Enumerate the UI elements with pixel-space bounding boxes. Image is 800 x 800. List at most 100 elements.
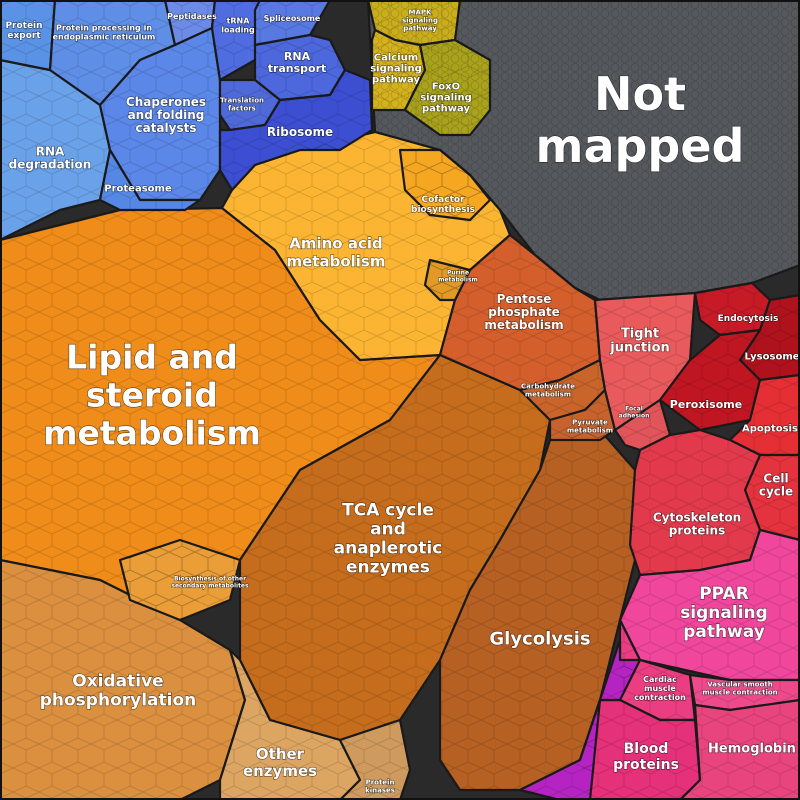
label-amino-acid: Amino acid metabolism (287, 234, 386, 270)
label-line-cardiac: muscle (644, 684, 676, 693)
label-line-calcium: pathway (372, 75, 420, 86)
label-blood-proteins: Blood proteins (613, 741, 679, 773)
label-pentose-phosphate: Pentose phosphate metabolism (484, 292, 563, 332)
label-line-tight-junction: junction (609, 341, 670, 356)
label-line-blood-proteins: Blood (624, 741, 669, 757)
label-line-hemoglobin: Hemoglobin (708, 742, 796, 757)
label-cardiac: Cardiac muscle contraction (634, 675, 686, 702)
label-line-tca-cycle: and (370, 519, 406, 539)
label-line-vascular: muscle contraction (702, 688, 777, 696)
label-line-cardiac: Cardiac (643, 675, 677, 684)
label-line-purine: metabolism (438, 277, 478, 284)
label-cofactor: Cofactor biosynthesis (411, 195, 475, 215)
label-calcium: Calcium signaling pathway (370, 53, 422, 86)
label-line-pentose-phosphate: phosphate (488, 305, 560, 319)
label-pyruvate: Pyruvate metabolism (567, 418, 613, 434)
label-line-cytoskeleton: Cytoskeleton (653, 511, 741, 525)
label-line-cofactor: Cofactor (421, 195, 465, 205)
label-cell-cycle: Cell cycle (759, 472, 793, 499)
label-line-focal-adhesion: adhesion (619, 413, 650, 420)
label-mapk: MAPK signaling pathway (402, 8, 438, 32)
label-line-cell-cycle: cycle (759, 485, 793, 499)
label-line-lipid-steroid: Lipid and (66, 338, 238, 377)
label-line-chaperones: Chaperones (126, 95, 206, 109)
cell-cytoskeleton[interactable] (628, 428, 762, 577)
label-line-rna-transport: RNA (284, 50, 311, 63)
label-line-amino-acid: metabolism (287, 252, 386, 270)
label-proteasome: Proteasome (104, 184, 172, 195)
label-line-chaperones: catalysts (135, 121, 196, 135)
label-endocytosis: Endocytosis (718, 314, 779, 324)
label-cytoskeleton: Cytoskeleton proteins (653, 511, 741, 538)
label-line-cofactor: biosynthesis (411, 205, 475, 215)
label-line-mapk: signaling (402, 16, 438, 24)
label-line-protein-processing-er: Protein processing in (56, 23, 152, 32)
label-line-mapk: pathway (403, 24, 437, 32)
label-line-foxo: pathway (422, 104, 470, 115)
label-line-trna-loading: loading (221, 25, 255, 34)
label-line-cardiac: contraction (634, 693, 686, 702)
label-line-rna-degradation: degradation (9, 158, 92, 172)
label-lysosome: Lysosome (744, 352, 799, 363)
label-line-vascular: Vascular smooth (707, 680, 772, 688)
label-tca-cycle: TCA cycle and anaplerotic enzymes (334, 500, 443, 577)
label-line-ppar: PPAR (699, 584, 749, 604)
label-focal-adhesion: Focal adhesion (619, 406, 650, 420)
label-line-ribosome: Ribosome (267, 125, 333, 139)
label-line-cell-cycle: Cell (763, 472, 788, 486)
label-line-foxo: signaling (420, 93, 472, 104)
label-line-spliceosome: Spliceosome (264, 14, 321, 23)
label-line-carbohydrate: Carbohydrate (521, 382, 575, 390)
label-line-ppar: signaling (680, 603, 768, 623)
label-line-rna-degradation: RNA (36, 145, 65, 159)
label-translation-factors: Translation factors (220, 96, 264, 112)
label-line-pyruvate: metabolism (567, 426, 613, 434)
label-line-endocytosis: Endocytosis (718, 314, 779, 324)
label-line-proteasome: Proteasome (104, 184, 172, 195)
label-biosynthesis-secondary: Biosynthesis of other secondary metabolit… (171, 576, 249, 590)
label-line-peroxisome: Peroxisome (670, 398, 742, 411)
label-ppar: PPAR signaling pathway (680, 584, 768, 642)
label-rna-degradation: RNA degradation (9, 145, 92, 172)
label-line-protein-kinases: kinases (365, 786, 395, 794)
label-line-peptidases: Peptidases (167, 12, 217, 21)
label-line-lipid-steroid: metabolism (43, 414, 261, 453)
label-line-tca-cycle: TCA cycle (342, 500, 434, 520)
label-line-trna-loading: tRNA (227, 16, 251, 25)
label-line-carbohydrate: metabolism (525, 390, 571, 398)
label-line-calcium: Calcium (374, 53, 418, 64)
label-other-enzymes: Other enzymes (243, 745, 317, 780)
label-line-oxphos: Oxidative (72, 671, 163, 691)
label-line-protein-kinases: Protein (366, 778, 395, 786)
label-line-other-enzymes: enzymes (243, 762, 317, 780)
label-line-blood-proteins: proteins (613, 757, 679, 773)
label-line-chaperones: and folding (128, 108, 205, 122)
label-trna-loading: tRNA loading (221, 16, 255, 34)
label-line-protein-export: Protein (5, 21, 42, 31)
label-line-lipid-steroid: steroid (86, 376, 218, 415)
label-protein-processing-er: Protein processing in endoplasmic reticul… (53, 23, 156, 41)
label-rna-transport: RNA transport (268, 50, 327, 75)
label-line-pentose-phosphate: metabolism (484, 318, 563, 332)
label-not-mapped: Not mapped (536, 67, 745, 173)
label-oxphos: Oxidative phosphorylation (40, 671, 197, 710)
label-line-focal-adhesion: Focal (625, 406, 643, 413)
label-line-biosynthesis-secondary: secondary metabolites (171, 583, 249, 590)
label-lipid-steroid: Lipid and steroid metabolism (43, 338, 261, 453)
label-line-ppar: pathway (683, 622, 765, 642)
label-hemoglobin: Hemoglobin (708, 742, 796, 757)
label-vascular: Vascular smooth muscle contraction (702, 680, 777, 696)
label-peptidases: Peptidases (167, 12, 217, 21)
label-line-rna-transport: transport (268, 62, 327, 75)
label-tight-junction: Tight junction (609, 327, 670, 356)
label-line-translation-factors: factors (228, 104, 256, 112)
label-line-mapk: MAPK (409, 8, 433, 16)
label-ribosome: Ribosome (267, 125, 333, 139)
label-line-oxphos: phosphorylation (40, 690, 197, 710)
label-line-tca-cycle: anaplerotic (334, 538, 443, 558)
label-protein-export: Protein export (5, 21, 42, 41)
label-line-other-enzymes: Other (256, 745, 305, 763)
label-apoptosis: Apoptosis (742, 424, 798, 435)
